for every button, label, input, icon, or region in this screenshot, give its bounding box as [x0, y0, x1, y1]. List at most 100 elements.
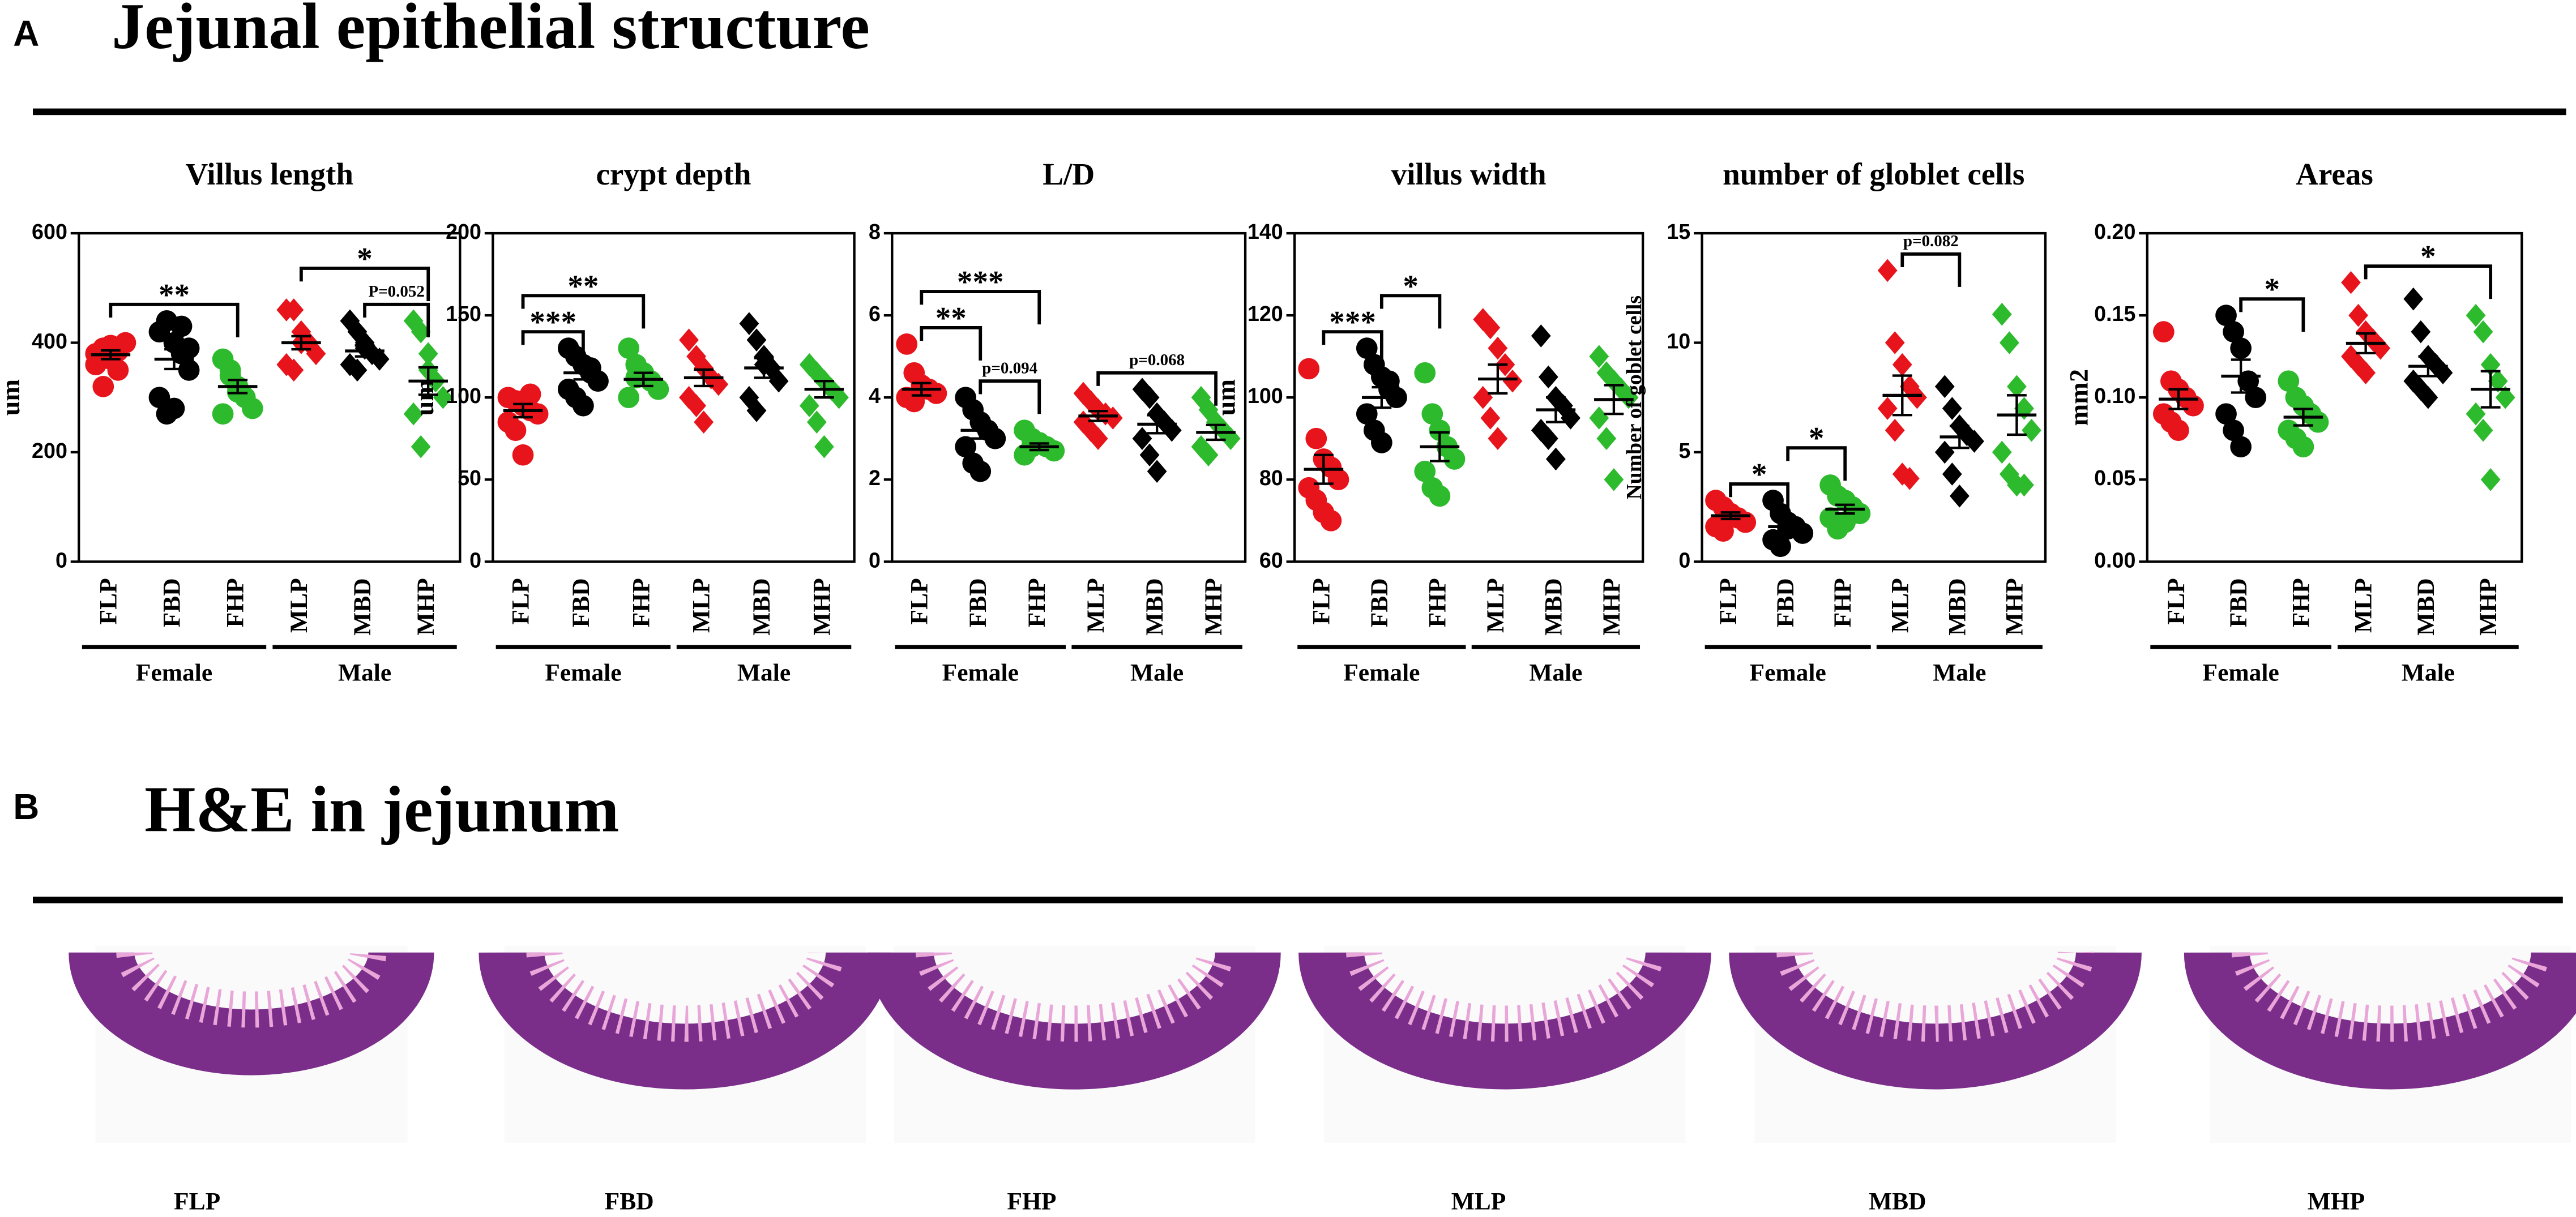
tissue-wall [69, 951, 434, 1075]
histology-image [1729, 946, 2142, 1143]
x-tick-label: MHP [1598, 578, 1625, 635]
group-label: Female [136, 659, 212, 686]
y-tick-label: 0.05 [2094, 466, 2135, 490]
tissue-wall [479, 951, 892, 1090]
data-point [1892, 353, 1912, 376]
y-tick-label: 140 [1248, 220, 1283, 243]
x-tick-label: FBD [2225, 578, 2252, 627]
x-tick-label: MBD [1141, 578, 1168, 636]
data-point [1885, 418, 1905, 442]
image-label: MLP [1451, 1188, 1506, 1215]
plot-frame [1701, 232, 2047, 563]
x-tick-label: MLP [1886, 578, 1913, 633]
tissue-villi [2231, 952, 2549, 1042]
y-tick-label: 400 [32, 329, 67, 353]
group-label: Female [545, 659, 621, 686]
data-point [1414, 460, 1436, 482]
x-tick-label: FLP [905, 578, 933, 624]
data-point [107, 359, 129, 381]
data-point [148, 387, 170, 409]
y-tick-label: 5 [1678, 439, 1690, 462]
plot-frame [78, 232, 462, 563]
x-tick-label: FHP [1023, 578, 1050, 627]
y-tick-label: 600 [32, 220, 67, 243]
histology-image [868, 946, 1281, 1143]
sem-bar [291, 335, 311, 351]
sem-bar [2231, 358, 2251, 394]
sem-bar [1147, 414, 1167, 435]
x-tick-label: MHP [2001, 578, 2028, 635]
significance-bracket [920, 326, 982, 361]
histology-image [1298, 946, 1711, 1143]
x-tick-label: FHP [1424, 578, 1451, 627]
x-tick-label: FLP [1308, 578, 1335, 624]
x-tick-label: FLP [1715, 578, 1742, 624]
significance-bracket [1786, 446, 1847, 481]
significance-label: *** [957, 264, 1004, 299]
sem-bar [970, 421, 990, 440]
data-point [1305, 427, 1327, 449]
plot-frame [492, 232, 856, 563]
x-tick-label: FHP [2287, 578, 2314, 627]
data-point [1545, 447, 1566, 471]
image-label: FBD [605, 1188, 654, 1215]
group-label: Male [1933, 659, 1986, 686]
data-point [984, 427, 1006, 449]
sem-bar [418, 366, 438, 396]
data-point [2223, 419, 2244, 442]
data-point [1770, 535, 1791, 558]
y-tick-label: 60 [1259, 548, 1283, 572]
sem-bar [1720, 511, 1741, 521]
image-label: MHP [2308, 1188, 2365, 1215]
chart-title: L/D [1043, 157, 1095, 191]
y-axis-label: um [1212, 379, 1241, 415]
tissue-villi [526, 952, 844, 1042]
data-point [411, 435, 431, 458]
significance-bracket [521, 294, 646, 329]
y-tick-label: 8 [869, 220, 881, 243]
y-tick-label: 15 [1667, 220, 1690, 243]
sem-bar [2293, 408, 2313, 427]
panel-title: H&E in jejunum [144, 774, 619, 846]
data-point [2230, 436, 2252, 458]
data-point [1488, 427, 1508, 451]
histology-image [479, 946, 892, 1143]
y-tick-label: 0.00 [2094, 548, 2135, 572]
data-point [527, 403, 549, 425]
data-point [1885, 331, 1905, 354]
chart-title: villus width [1391, 157, 1547, 191]
y-tick-label: 50 [458, 466, 481, 490]
data-point [1443, 448, 1466, 470]
data-point [2292, 436, 2314, 458]
sem-bar [694, 368, 714, 388]
x-tick-label: MBD [2412, 578, 2440, 636]
x-tick-label: FBD [159, 578, 186, 627]
data-point [284, 358, 304, 382]
sem-bar [2418, 355, 2438, 378]
image-label: FHP [1007, 1188, 1056, 1215]
data-point [1538, 365, 1558, 389]
x-tick-label: MBD [349, 578, 376, 636]
data-point [2488, 369, 2508, 393]
panel-title: Jejunal epithelial structure [112, 0, 870, 63]
plot-frame [1293, 232, 1644, 563]
y-tick-label: 4 [869, 384, 881, 408]
data-point [1934, 375, 1955, 398]
significance-label: * [1751, 457, 1767, 491]
data-point [1604, 468, 1624, 491]
x-tick-label: MLP [1082, 578, 1109, 633]
data-point [1934, 440, 1955, 464]
y-tick-label: 120 [1248, 302, 1283, 325]
sem-bar [164, 348, 184, 371]
panel-label: A [13, 13, 39, 54]
x-tick-label: FBD [567, 578, 595, 627]
data-point [679, 328, 699, 352]
data-point [647, 378, 669, 400]
y-axis-label: Number of goblet cells [1622, 295, 1646, 500]
y-tick-label: 0 [469, 548, 481, 572]
significance-bracket [979, 379, 1041, 414]
significance-bracket [521, 330, 585, 365]
plot-frame [2146, 232, 2523, 563]
significance-bracket [2239, 297, 2305, 332]
tissue-villi [1346, 952, 1664, 1042]
